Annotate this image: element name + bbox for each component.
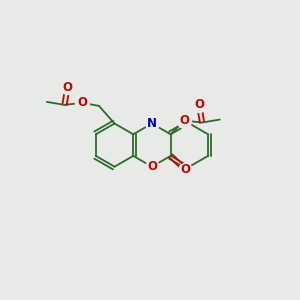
Text: N: N — [147, 117, 157, 130]
Text: O: O — [179, 114, 189, 127]
Text: O: O — [180, 163, 190, 176]
Text: O: O — [147, 160, 157, 173]
Text: O: O — [77, 96, 87, 110]
Text: O: O — [194, 98, 204, 111]
Text: O: O — [62, 81, 73, 94]
